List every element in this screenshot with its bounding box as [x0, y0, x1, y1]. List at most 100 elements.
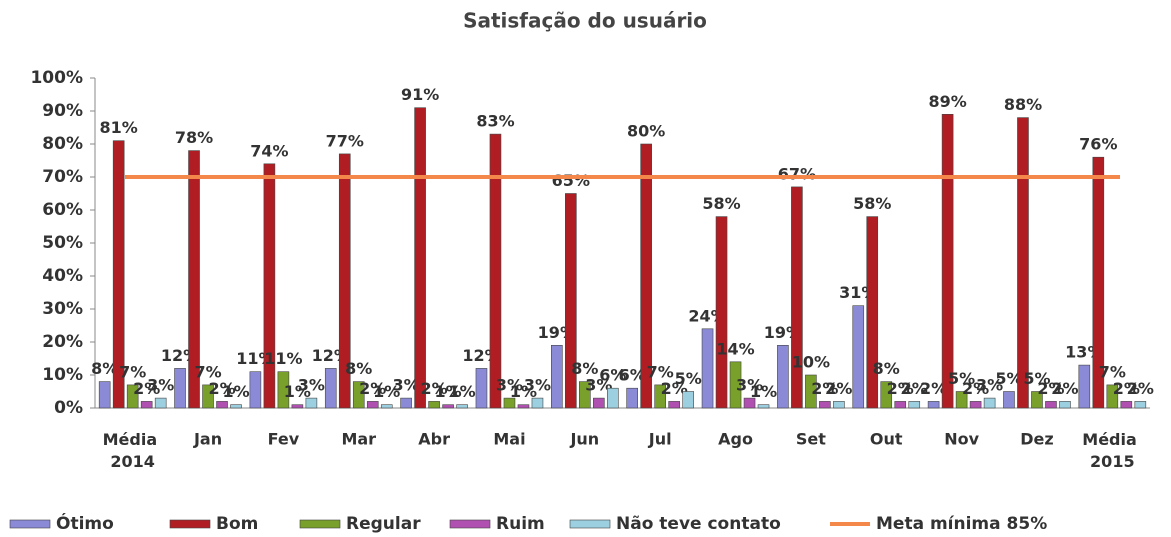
bar — [202, 384, 214, 409]
data-label: 8% — [91, 359, 118, 378]
x-tick-label: Abr — [418, 430, 450, 449]
data-label: 8% — [571, 359, 598, 378]
data-label: 1% — [373, 382, 400, 401]
bar — [1017, 117, 1029, 409]
bar — [1106, 384, 1119, 409]
data-label: 2% — [901, 379, 928, 398]
bar — [188, 150, 200, 409]
data-label: 3% — [298, 376, 325, 395]
bar — [414, 107, 426, 409]
bar — [531, 397, 544, 409]
data-label: 2% — [1037, 379, 1064, 398]
y-tick-label: 20% — [42, 332, 83, 352]
bar — [1092, 156, 1105, 409]
y-tick-label: 90% — [42, 101, 83, 121]
data-label: 5% — [995, 369, 1022, 388]
x-tick-label: Nov — [944, 430, 979, 449]
legend-swatch — [169, 519, 211, 529]
data-label: 58% — [702, 194, 740, 213]
bar — [626, 387, 638, 409]
bar — [324, 368, 337, 409]
data-label: 8% — [873, 359, 900, 378]
bar — [338, 153, 351, 409]
bar — [380, 404, 393, 409]
data-label: 3% — [736, 376, 763, 395]
data-label: 2% — [661, 379, 688, 398]
bar — [1059, 401, 1071, 409]
data-label: 8% — [345, 359, 372, 378]
data-label: 2% — [133, 379, 160, 398]
data-label: 5% — [675, 369, 702, 388]
data-label: 65% — [552, 171, 590, 190]
bar — [640, 143, 652, 409]
data-label: 1% — [510, 382, 537, 401]
x-tick-label: Jan — [193, 430, 222, 449]
data-label: 7% — [119, 362, 146, 381]
data-label: 7% — [1099, 362, 1126, 381]
data-label: 3% — [524, 376, 551, 395]
x-tick-label: Fev — [268, 430, 300, 449]
x-tick-label: Dez — [1020, 430, 1053, 449]
data-label: 5% — [948, 369, 975, 388]
bar — [880, 381, 893, 409]
legend-label: Não teve contato — [616, 514, 781, 534]
data-label: 7% — [647, 362, 674, 381]
data-label: 3% — [496, 376, 523, 395]
x-tick-label: Média 2015 — [1082, 430, 1142, 471]
x-tick-label: Mai — [493, 430, 525, 449]
data-label: 2% — [1113, 379, 1140, 398]
y-tick-label: 60% — [42, 200, 83, 220]
bar — [1045, 401, 1057, 409]
bar — [819, 401, 831, 409]
legend-label: Regular — [346, 514, 421, 534]
y-tick-label: 30% — [42, 299, 83, 319]
x-tick-label: Set — [796, 430, 826, 449]
legend-swatch — [569, 519, 611, 529]
data-label: 67% — [778, 164, 816, 183]
x-tick-label: Out — [870, 430, 903, 449]
bar — [174, 368, 186, 409]
data-label: 2% — [421, 379, 448, 398]
bar — [1003, 391, 1015, 409]
bar — [1120, 401, 1133, 409]
data-label: 10% — [792, 353, 830, 372]
bar — [565, 193, 577, 409]
data-label: 6% — [619, 366, 646, 385]
data-label: 1% — [222, 382, 249, 401]
data-label: 2% — [1127, 379, 1154, 398]
bar — [428, 401, 440, 409]
data-label: 2% — [887, 379, 914, 398]
legend-swatch — [449, 519, 491, 529]
bar — [791, 186, 803, 409]
data-label: 2% — [962, 379, 989, 398]
y-tick-label: 80% — [42, 134, 83, 154]
data-label: 91% — [401, 85, 439, 104]
bar — [894, 401, 907, 409]
data-label: 1% — [284, 382, 311, 401]
bar — [249, 371, 262, 409]
bar — [503, 397, 516, 409]
data-label: 83% — [476, 112, 514, 131]
data-label: 80% — [627, 122, 665, 141]
legend-label: Bom — [216, 514, 258, 534]
legend-label: Ótimo — [56, 512, 114, 534]
data-label: 2% — [1051, 379, 1078, 398]
bar — [517, 404, 530, 409]
bar — [216, 401, 228, 409]
bar — [230, 404, 242, 409]
bar — [805, 374, 817, 409]
x-tick-label: Mar — [341, 430, 376, 449]
data-label: 2% — [208, 379, 235, 398]
data-label: 7% — [194, 362, 221, 381]
bar — [983, 397, 996, 409]
data-label: 76% — [1079, 135, 1117, 154]
bar — [551, 344, 563, 409]
bar — [126, 384, 139, 409]
data-label: 5% — [1023, 369, 1050, 388]
legend-swatch — [299, 519, 341, 529]
data-label: 77% — [326, 131, 364, 150]
bar — [743, 397, 756, 409]
data-label: 58% — [853, 194, 891, 213]
data-label: 1% — [750, 382, 777, 401]
